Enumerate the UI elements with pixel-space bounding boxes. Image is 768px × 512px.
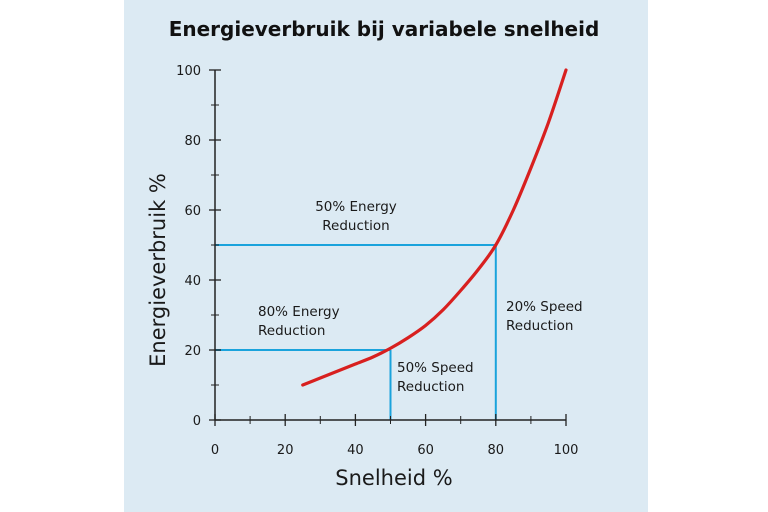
annotation-text: 50% Energy Reduction [315, 199, 397, 234]
annotation-text: 20% Speed Reduction [506, 299, 583, 334]
x-tick-label: 100 [554, 443, 579, 458]
y-tick-label: 0 [193, 414, 201, 429]
annotation-text: 50% Speed Reduction [397, 360, 474, 395]
annotation-line: 20% Speed [506, 299, 583, 315]
energy-curve [301, 68, 568, 387]
y-tick-label: 20 [184, 344, 201, 359]
x-tick-label: 0 [211, 443, 219, 458]
y-axis-label: Energieverbruik % [146, 173, 170, 367]
axes: 0 20 40 60 80 100 0 20 40 60 80 100 [176, 64, 578, 458]
x-tick-label: 80 [488, 443, 505, 458]
data-series [301, 68, 568, 387]
chart-title: Energieverbruik bij variabele snelheid [169, 17, 600, 41]
reference-lines [215, 244, 497, 420]
y-tick-label: 60 [184, 204, 201, 219]
y-tick-label: 100 [176, 64, 201, 79]
annotation-text: 80% Energy Reduction [258, 304, 340, 339]
x-axis-label: Snelheid % [335, 466, 452, 490]
annotation-line: Reduction [258, 323, 326, 339]
annotation-line: 80% Energy [258, 304, 340, 320]
x-tick-label: 20 [277, 443, 294, 458]
annotation-line: 50% Energy [315, 199, 397, 215]
x-tick-label: 40 [347, 443, 364, 458]
annotation-line: Reduction [506, 318, 574, 334]
y-tick-label: 40 [184, 274, 201, 289]
y-tick-label: 80 [184, 134, 201, 149]
annotation-line: 50% Speed [397, 360, 474, 376]
annotation-line: Reduction [322, 218, 390, 234]
annotation-line: Reduction [397, 379, 465, 395]
x-tick-label: 60 [417, 443, 434, 458]
